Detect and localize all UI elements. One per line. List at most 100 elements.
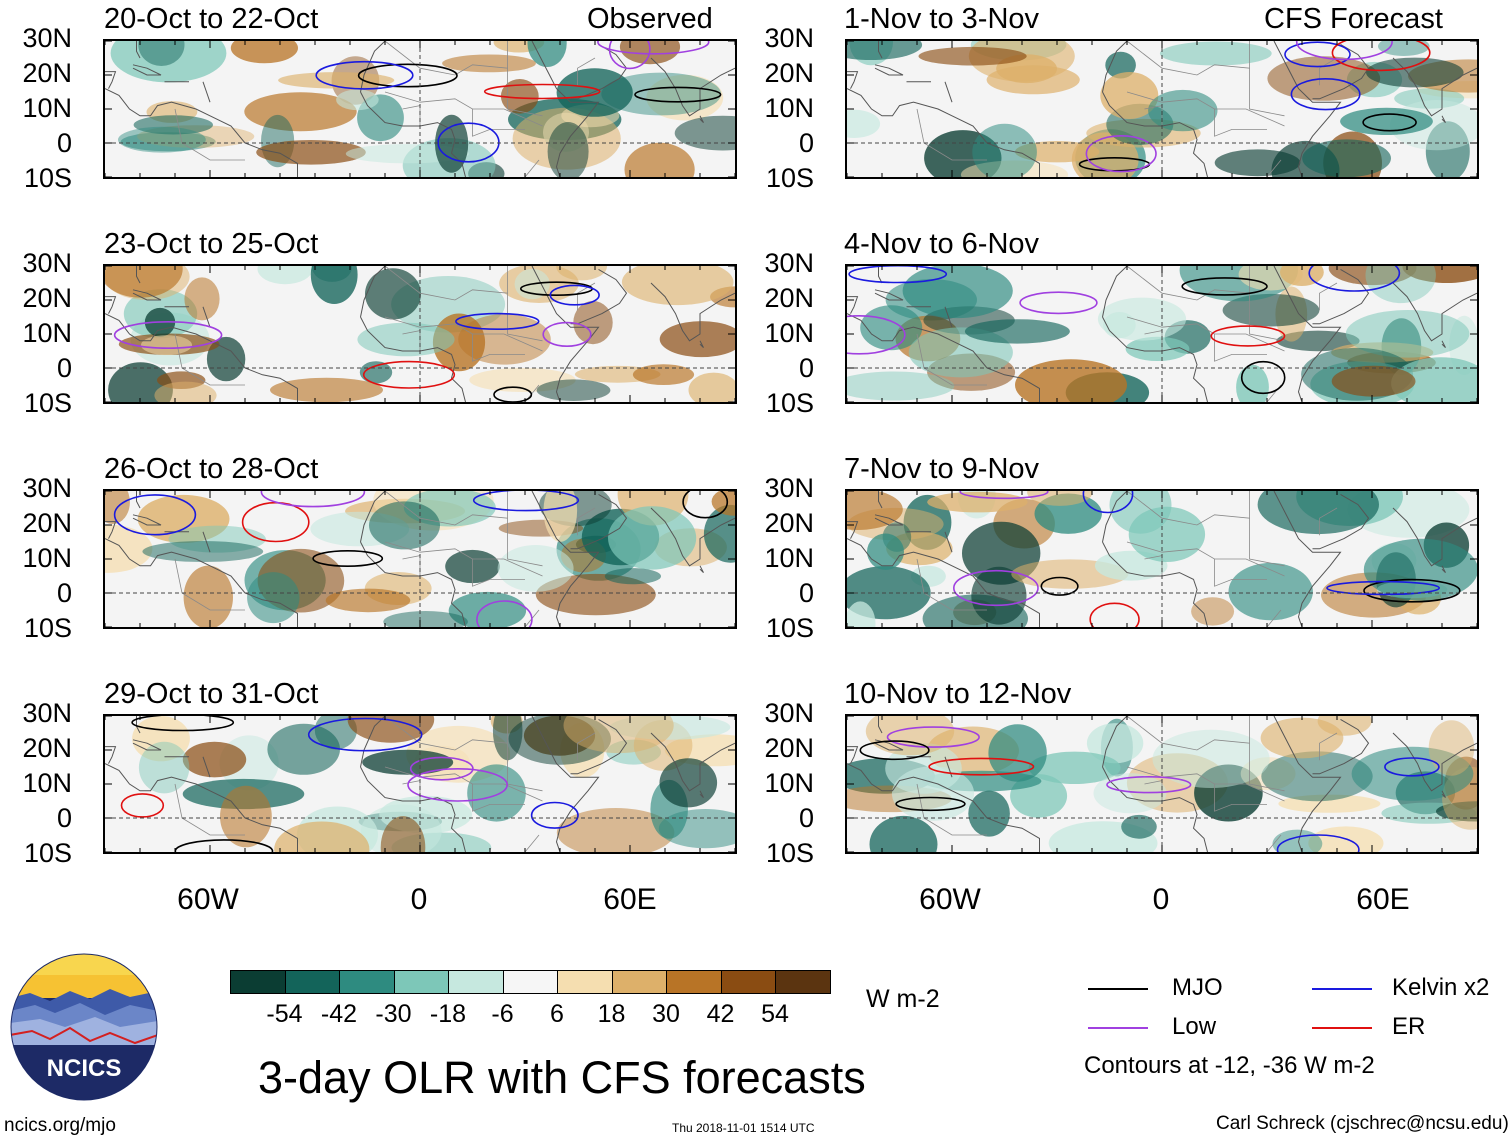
lon-label: 60E <box>603 883 657 916</box>
lat-label: 30N <box>22 698 72 728</box>
logo-text: NCICS <box>47 1055 122 1082</box>
timestamp: Thu 2018-11-01 1514 UTC <box>672 1121 815 1135</box>
legend-label-low: Low <box>1172 1013 1217 1040</box>
lat-label: 10S <box>23 838 72 868</box>
lat-label: 10S <box>23 163 72 193</box>
lon-label: 60E <box>1356 883 1410 916</box>
map-panel-observed-3 <box>103 489 737 629</box>
panel-title: 7-Nov to 9-Nov <box>844 453 1040 485</box>
map-panel-observed-4 <box>103 714 737 854</box>
colorbar-label: 54 <box>761 1000 789 1028</box>
lat-label: 10S <box>23 613 72 643</box>
lat-label: 20N <box>764 283 814 313</box>
lon-label: 60W <box>919 883 981 916</box>
lat-label: 20N <box>22 508 72 538</box>
lat-label: 0 <box>56 128 72 158</box>
forecast-header: CFS Forecast <box>1264 3 1443 35</box>
panel-title: 29-Oct to 31-Oct <box>104 678 319 710</box>
lat-label: 0 <box>798 128 814 158</box>
map-panel-observed-1 <box>103 39 737 179</box>
legend-line-er <box>1312 1027 1372 1029</box>
lat-label: 30N <box>22 473 72 503</box>
lat-label: 30N <box>764 698 814 728</box>
ncics-logo: NCICS <box>10 953 158 1101</box>
colorbar-swatch <box>448 970 504 994</box>
lon-label: 60W <box>177 883 239 916</box>
lat-label: 30N <box>764 248 814 278</box>
map-panel-forecast-2 <box>845 264 1479 404</box>
colorbar-units: W m-2 <box>866 985 940 1013</box>
legend-label-kelvin: Kelvin x2 <box>1392 974 1490 1001</box>
lat-label: 20N <box>764 58 814 88</box>
lat-label: 0 <box>56 803 72 833</box>
panel-title: 26-Oct to 28-Oct <box>104 453 319 485</box>
legend-line-mjo <box>1088 988 1148 990</box>
panel-title: 23-Oct to 25-Oct <box>104 228 319 260</box>
colorbar-label: 42 <box>706 1000 735 1028</box>
lat-label: 20N <box>22 58 72 88</box>
lat-label: 10S <box>765 163 814 193</box>
map-panel-observed-2 <box>103 264 737 404</box>
colorbar-label: -42 <box>320 1000 358 1028</box>
lat-label: 10N <box>22 543 72 573</box>
lat-label: 20N <box>764 508 814 538</box>
lat-label: 10N <box>22 768 72 798</box>
website-link[interactable]: ncics.org/mjo <box>4 1115 116 1136</box>
lat-label: 10S <box>765 613 814 643</box>
lon-label: 0 <box>410 883 428 916</box>
colorbar-label: -30 <box>375 1000 412 1028</box>
colorbar-swatch <box>339 970 395 994</box>
lat-label: 10N <box>764 543 814 573</box>
colorbar-swatch <box>284 970 340 994</box>
lat-label: 10N <box>22 318 72 348</box>
map-panel-forecast-3 <box>845 489 1479 629</box>
lat-label: 30N <box>764 23 814 53</box>
lat-label: 10N <box>764 768 814 798</box>
lat-label: 0 <box>56 578 72 608</box>
panel-title: 10-Nov to 12-Nov <box>844 678 1072 710</box>
legend-label-mjo: MJO <box>1172 974 1223 1001</box>
panel-title: 20-Oct to 22-Oct <box>104 3 319 35</box>
lat-label: 20N <box>22 283 72 313</box>
lon-label: 0 <box>1152 883 1170 916</box>
legend-line-kelvin <box>1312 988 1372 990</box>
panel-title: 4-Nov to 6-Nov <box>844 228 1040 260</box>
colorbar-label: 30 <box>652 1000 680 1028</box>
legend-note: Contours at -12, -36 W m-2 <box>1084 1052 1375 1079</box>
panel-title: 1-Nov to 3-Nov <box>844 3 1040 35</box>
lat-label: 10N <box>22 93 72 123</box>
map-panel-forecast-4 <box>845 714 1479 854</box>
figure-title: 3-day OLR with CFS forecasts <box>258 1052 866 1103</box>
lat-label: 20N <box>764 733 814 763</box>
lat-label: 0 <box>798 353 814 383</box>
legend-line-low <box>1088 1027 1148 1029</box>
colorbar-label: -6 <box>491 1000 514 1028</box>
colorbar-label: 18 <box>597 1000 626 1028</box>
lat-label: 10N <box>764 93 814 123</box>
colorbar-swatch <box>230 970 286 994</box>
observed-header: Observed <box>587 3 713 35</box>
lat-label: 20N <box>22 733 72 763</box>
lat-label: 30N <box>22 23 72 53</box>
colorbar-swatch <box>666 970 722 994</box>
lat-label: 10S <box>765 838 814 868</box>
colorbar-swatch <box>557 970 613 994</box>
lat-label: 10S <box>23 388 72 418</box>
legend-label-er: ER <box>1392 1013 1426 1040</box>
colorbar-label: -54 <box>266 1000 303 1028</box>
lat-label: 10S <box>765 388 814 418</box>
colorbar-swatch <box>720 970 776 994</box>
colorbar-swatch <box>611 970 667 994</box>
colorbar-swatch <box>502 970 558 994</box>
map-panel-forecast-1 <box>845 39 1479 179</box>
colorbar-swatch <box>393 970 449 994</box>
lat-label: 30N <box>764 473 814 503</box>
lat-label: 0 <box>56 353 72 383</box>
colorbar-swatch <box>775 970 831 994</box>
credit: Carl Schreck (cjschrec@ncsu.edu) <box>1216 1113 1509 1134</box>
lat-label: 30N <box>22 248 72 278</box>
colorbar-label: 6 <box>550 1000 564 1028</box>
lat-label: 0 <box>798 803 814 833</box>
lat-label: 0 <box>798 578 814 608</box>
lat-label: 10N <box>764 318 814 348</box>
